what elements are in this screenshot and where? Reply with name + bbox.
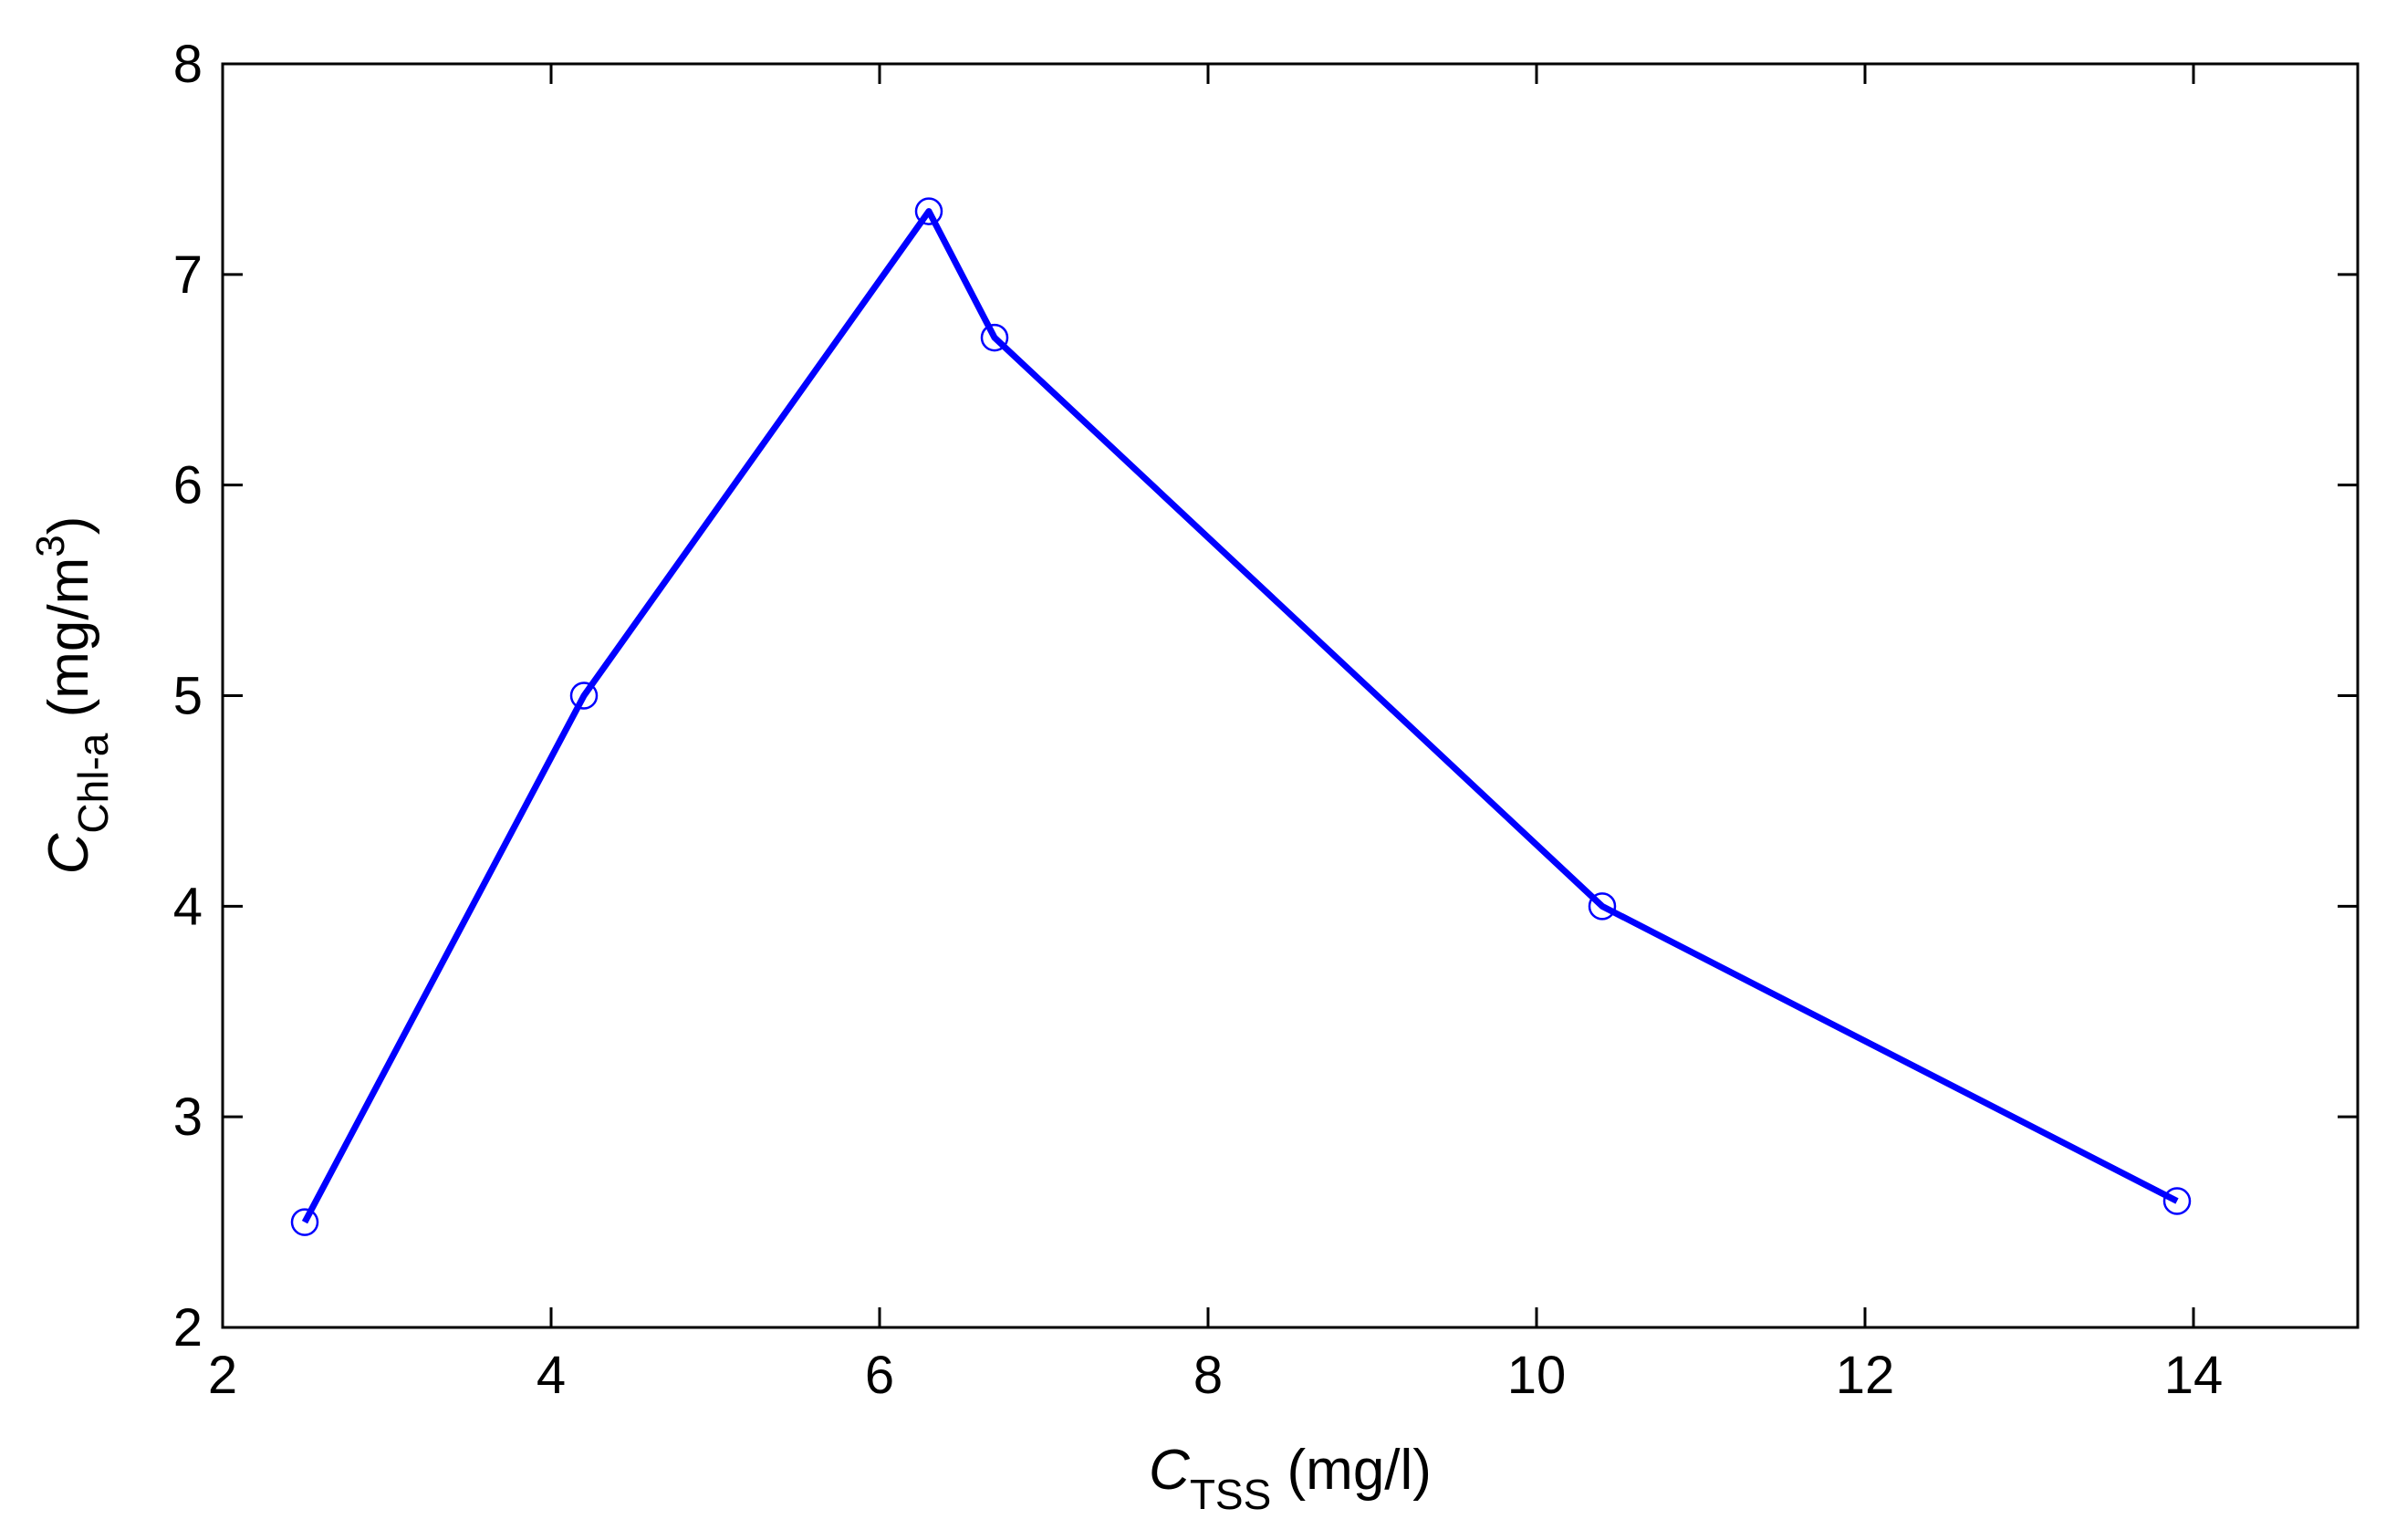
y-axis-label: CChl-a (mg/m3) [28,516,117,875]
x-axis-label-unit: (mg/l) [1271,1439,1432,1502]
y-axis-label-unit-post: ) [37,516,100,536]
plot-area [221,62,2360,1329]
y-axis-label-unit-sup: 3 [28,535,73,557]
y-axis-label-sub: Chl-a [69,733,117,833]
y-tick-label: 3 [173,1087,203,1147]
y-tick-label: 8 [173,35,203,94]
y-axis: 2 3 4 5 6 7 8 [173,35,2358,1358]
x-tick-label: 8 [1193,1346,1223,1405]
series-layer [290,197,2192,1236]
y-tick-label: 2 [173,1298,203,1358]
data-point-marker [569,682,599,710]
data-point-marker [290,1208,319,1236]
y-tick-label: 6 [173,456,203,515]
data-point-marker [980,323,1009,352]
data-point-marker [914,197,943,225]
y-axis-label-main: C [37,832,100,874]
x-tick-label: 10 [1507,1346,1567,1405]
x-axis-label-sub: TSS [1190,1471,1271,1518]
x-tick-label: 14 [2164,1346,2224,1405]
x-axis-label: CTSS (mg/l) [1149,1439,1432,1518]
series-line [301,208,2179,1224]
data-point-marker [1588,892,1617,921]
y-tick-label: 7 [173,245,203,305]
y-tick-label: 4 [173,877,203,936]
x-tick-label: 12 [1836,1346,1895,1405]
x-tick-label: 6 [865,1346,894,1405]
y-axis-label-unit-pre: (mg/m [37,557,100,734]
data-point-marker [2162,1187,2192,1215]
x-axis-label-main: C [1149,1439,1191,1502]
x-tick-label: 2 [208,1346,237,1405]
y-tick-label: 5 [173,667,203,726]
x-tick-label: 4 [537,1346,566,1405]
x-axis: 2 4 6 8 10 12 14 [208,64,2223,1405]
